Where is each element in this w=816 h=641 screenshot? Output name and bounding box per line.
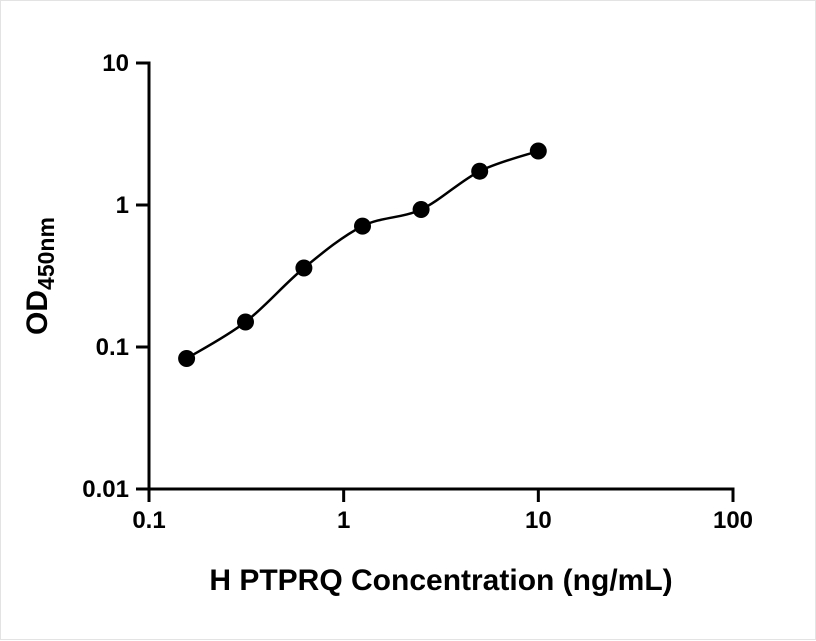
y-axis-title-subscript: 450nm [33, 217, 59, 290]
data-point [354, 217, 371, 235]
y-axis-title-main: OD [21, 290, 54, 335]
data-point [471, 162, 489, 180]
data-point [237, 313, 254, 331]
data-point [295, 259, 313, 277]
y-axis-tick-label: 1 [116, 192, 129, 219]
x-axis-title: H PTPRQ Concentration (ng/mL) [209, 564, 672, 597]
data-point [178, 350, 196, 367]
x-axis-tick-label: 0.1 [132, 507, 165, 534]
data-point [412, 201, 430, 218]
axis-spine [147, 61, 735, 491]
x-axis-tick-label: 100 [713, 507, 753, 534]
y-axis-tick-label: 0.01 [82, 476, 129, 503]
y-axis-title: OD450nm [21, 217, 59, 335]
data-point [529, 142, 547, 160]
x-axis-tick-label: 1 [337, 507, 350, 534]
y-axis-tick-label: 10 [102, 50, 129, 77]
y-axis-tick-label: 0.1 [96, 334, 129, 361]
x-axis-tick-label: 10 [525, 507, 552, 534]
data-series [178, 142, 547, 367]
